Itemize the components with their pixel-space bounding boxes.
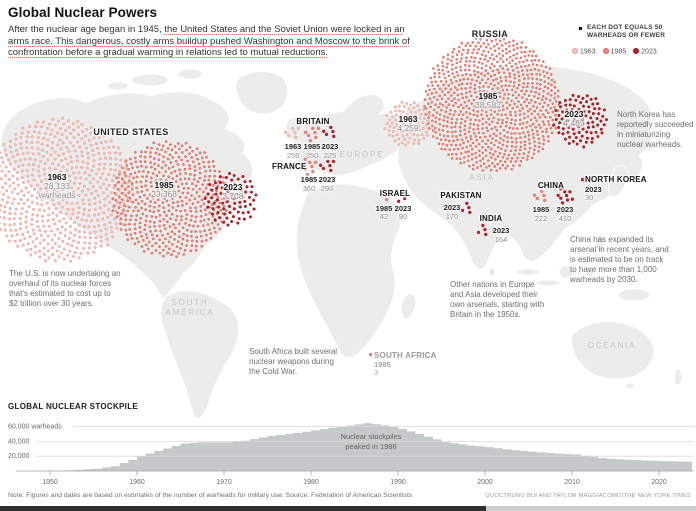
island-japan [608, 164, 629, 198]
arctic-islands [107, 81, 129, 91]
dot-cluster-france-2023 [318, 159, 336, 173]
dot-cluster-united-states-2023 [203, 171, 258, 227]
world-map [0, 64, 683, 419]
stockpile-area [6, 423, 693, 471]
xtick-label: 1990 [390, 479, 406, 486]
dot-cluster-israel-1985 [385, 197, 389, 202]
continent-africa [296, 183, 402, 358]
dot-cluster-china-1985 [532, 189, 547, 203]
arctic-islands [131, 73, 169, 87]
ytick-label: 20,000 [8, 453, 30, 460]
xtick-label: 2010 [564, 479, 580, 486]
continent-south-america [160, 290, 240, 419]
island-philippines [595, 234, 605, 252]
xtick-label: 1980 [303, 479, 319, 486]
xtick-label: 2000 [477, 479, 493, 486]
dot-cluster-russia-1963 [383, 100, 431, 147]
island-new-guinea [617, 288, 651, 302]
dot-cluster-russia-2023 [552, 93, 608, 149]
island-java [535, 279, 561, 287]
ytick-label: 40,000 [8, 438, 30, 445]
xtick-label: 1950 [42, 479, 58, 486]
island-tasmania [625, 382, 635, 390]
continent-asia [397, 64, 652, 270]
island-madagascar [400, 293, 417, 320]
island-sri-lanka [488, 267, 496, 277]
dot-cluster-pakistan-2023 [460, 201, 472, 215]
xtick-label: 1970 [216, 479, 232, 486]
continent-australia [570, 321, 655, 380]
island-borneo [558, 265, 574, 279]
dot-cluster-south-africa-1985 [368, 352, 373, 357]
dot-cluster-india-2023 [476, 223, 488, 237]
stockpile-area-chart: 60,000 warheads 40,000 20,000 1950 1960 1970 1… [6, 423, 694, 486]
dot-cluster-britain-1985 [303, 126, 321, 143]
dot-cluster-israel-2023 [397, 196, 407, 204]
island-sulawesi [585, 266, 595, 278]
dot-cluster-united-states-1985 [111, 140, 230, 259]
dot-cluster-france-1985 [300, 157, 318, 177]
warhead-dot-clusters [0, 35, 608, 357]
xtick-label: 1960 [129, 479, 145, 486]
island-new-zealand [673, 368, 683, 386]
arctic-islands [177, 68, 203, 80]
dot-cluster-britain-2023 [321, 125, 336, 139]
ytick-label: 60,000 warheads [8, 424, 62, 431]
xtick-label: 2020 [651, 479, 667, 486]
dot-cluster-north-korea-2023 [580, 177, 585, 182]
dot-cluster-russia-1985 [423, 35, 561, 172]
island-sumatra [516, 268, 540, 276]
dot-cluster-britain-1963 [283, 126, 301, 140]
dot-cluster-china-2023 [556, 187, 575, 205]
continent-greenland [235, 71, 289, 115]
